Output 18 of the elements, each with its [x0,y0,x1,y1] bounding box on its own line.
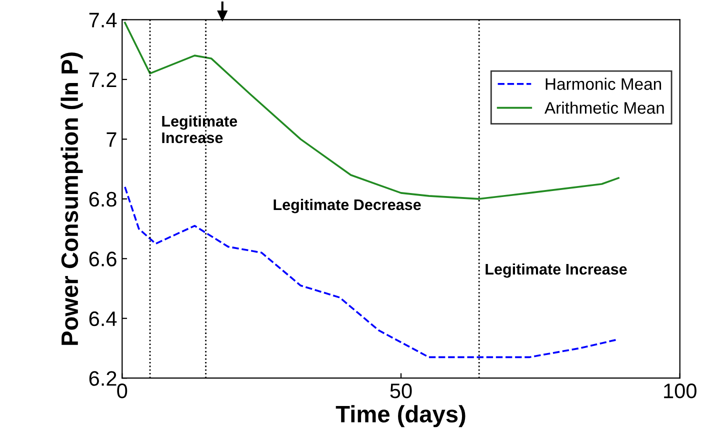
annotation: Legitimate Increase [162,115,238,144]
annotation: Legitimate Decrease [274,198,421,214]
y-axis-title: Power Consumption (ln P) [60,52,83,345]
y-tick-label: 7.2 [89,72,116,87]
legend-label: Arithmetic Mean [544,102,664,114]
legend-label: Harmonic Mean [546,78,662,90]
y-tick-label: 6.2 [89,371,116,386]
y-tick-label: 6.8 [89,192,116,207]
x-tick-label: 0 [117,384,128,398]
x-tick-label: 100 [664,384,696,398]
y-tick-label: 7.4 [89,12,117,28]
x-axis-title: Time (days) [336,405,466,428]
y-tick-label: 6.4 [89,311,117,326]
line-series [124,22,620,200]
annotation: Legitimate Increase [486,263,627,278]
y-tick-label: 6.6 [89,252,116,266]
x-tick-label: 50 [390,384,412,398]
y-tick-label: 7 [106,132,116,147]
